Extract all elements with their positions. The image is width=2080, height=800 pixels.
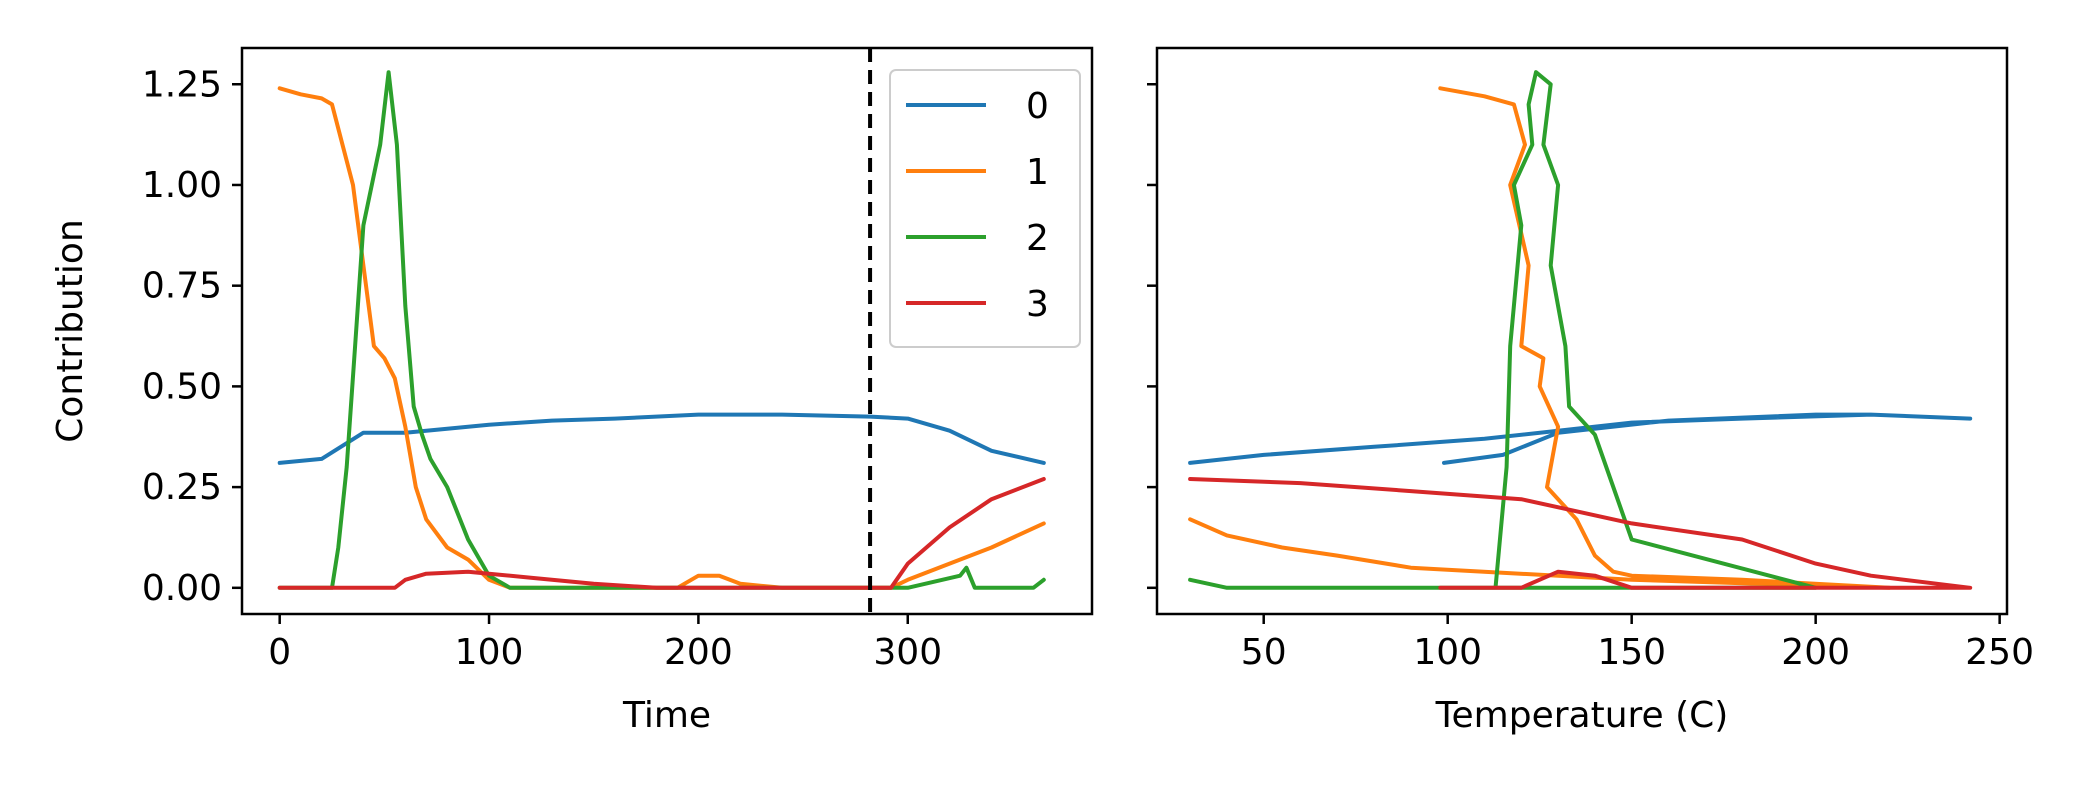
series-1-line bbox=[1188, 86, 1892, 590]
time-panel: 0 100 200 300 0.00 0.25 0.50 0.75 1.00 1.25 Time Co… bbox=[50, 46, 1094, 736]
series-0-line bbox=[277, 412, 1046, 465]
legend: 0 1 2 3 bbox=[889, 69, 1081, 348]
x-tick-label: 200 bbox=[1781, 632, 1850, 673]
y-tick-label: 0.75 bbox=[142, 266, 222, 307]
axes-frame bbox=[240, 46, 1094, 616]
axes-frame bbox=[1155, 46, 2009, 616]
y-axis-label: Contribution bbox=[50, 219, 91, 443]
y-tick-label: 0.25 bbox=[142, 467, 222, 508]
y-tick-label: 0.00 bbox=[142, 568, 222, 609]
legend-label-0: 0 bbox=[1026, 86, 1049, 127]
legend-box bbox=[889, 69, 1081, 348]
x-tick-label: 300 bbox=[873, 632, 942, 673]
y-tick-label: 1.00 bbox=[142, 165, 222, 206]
x-tick-label: 100 bbox=[455, 632, 524, 673]
legend-label-3: 3 bbox=[1026, 284, 1049, 325]
series-2-line bbox=[277, 70, 1046, 590]
x-tick-label: 200 bbox=[664, 632, 733, 673]
x-axis-label: Temperature (C) bbox=[1435, 695, 1729, 736]
y-tick-label: 1.25 bbox=[142, 64, 222, 105]
x-tick-label: 250 bbox=[1965, 632, 2034, 673]
series-3-line bbox=[277, 477, 1046, 590]
legend-label-2: 2 bbox=[1026, 218, 1049, 259]
x-tick-label: 0 bbox=[268, 632, 291, 673]
x-axis-label: Time bbox=[622, 695, 711, 736]
y-tick-label: 0.50 bbox=[142, 366, 222, 407]
x-tick-label: 50 bbox=[1241, 632, 1287, 673]
series-0-line bbox=[1188, 412, 1973, 465]
x-tick-label: 150 bbox=[1597, 632, 1666, 673]
temperature-panel: 50 100 150 200 250 Temperature (C) bbox=[1147, 46, 2034, 736]
legend-label-1: 1 bbox=[1026, 152, 1049, 193]
series-3-line bbox=[1188, 477, 1973, 590]
x-tick-label: 100 bbox=[1413, 632, 1482, 673]
